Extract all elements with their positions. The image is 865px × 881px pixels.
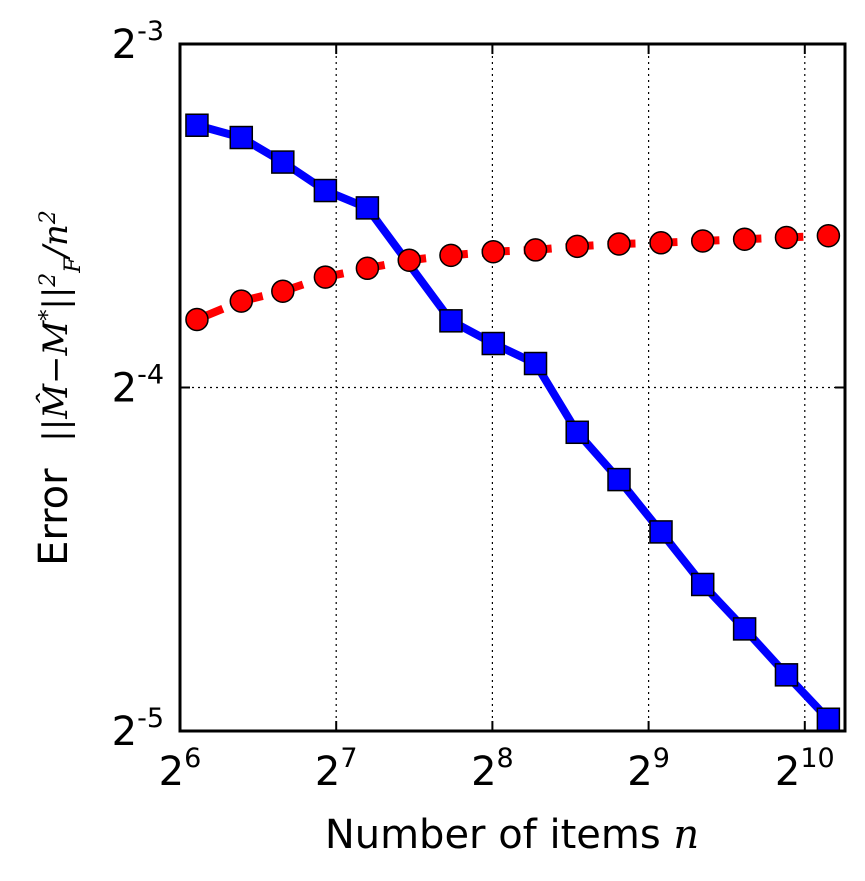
- data-point: [607, 232, 631, 256]
- x-axis-label: Number of items n: [325, 812, 699, 858]
- data-point: [816, 223, 841, 248]
- x-ticks: 26 27 28 29 210: [159, 44, 835, 795]
- x-tick-label: 26: [159, 743, 202, 795]
- data-point: [229, 125, 254, 150]
- series-0: [185, 113, 841, 731]
- x-tick-label: 210: [775, 743, 835, 795]
- y-axis-label-formula: ||M̂−M*||2F/n2: [35, 210, 86, 442]
- data-point: [229, 289, 254, 313]
- data-point: [607, 467, 631, 492]
- data-point: [481, 331, 506, 356]
- data-point: [439, 309, 463, 333]
- data-point: [565, 420, 589, 445]
- x-tick-label: 27: [315, 743, 358, 795]
- data-point: [565, 234, 589, 259]
- data-point: [774, 663, 799, 687]
- data-point: [523, 351, 548, 376]
- y-tick-label: 2-5: [112, 703, 164, 755]
- data-point: [439, 243, 463, 268]
- data-point: [774, 225, 799, 250]
- data-point: [649, 520, 673, 544]
- data-point: [690, 572, 715, 597]
- data-point: [185, 307, 209, 332]
- data-point: [732, 617, 757, 641]
- svg-text:Error ||M̂−M*||: Error ||M̂−M*||2F/n2: [31, 210, 86, 566]
- data-point: [690, 229, 715, 253]
- y-ticks: 2-3 2-4 2-5: [112, 16, 845, 755]
- series-layer: [185, 113, 841, 731]
- data-point: [185, 113, 209, 137]
- x-tick-label: 29: [627, 743, 670, 795]
- x-axis-label-variable: n: [673, 812, 699, 858]
- y-axis-label-text: Error: [31, 468, 77, 566]
- data-point: [355, 196, 380, 220]
- data-point: [649, 231, 673, 255]
- x-tick-label: 28: [471, 743, 514, 795]
- data-point: [271, 279, 295, 303]
- y-axis-label: Error ||M̂−M*||2F/n2: [31, 210, 86, 566]
- data-point: [732, 227, 757, 251]
- data-point: [313, 178, 338, 203]
- data-point: [313, 265, 338, 289]
- data-point: [816, 707, 841, 731]
- data-point: [397, 248, 421, 272]
- y-tick-label: 2-3: [112, 16, 164, 68]
- data-point: [523, 238, 548, 262]
- data-point: [481, 239, 506, 264]
- x-axis-label-text: Number of items: [325, 812, 661, 858]
- data-point: [271, 150, 295, 174]
- y-tick-label: 2-4: [112, 360, 164, 412]
- series-1: [185, 223, 841, 332]
- series-line: [195, 231, 829, 324]
- data-point: [355, 256, 380, 281]
